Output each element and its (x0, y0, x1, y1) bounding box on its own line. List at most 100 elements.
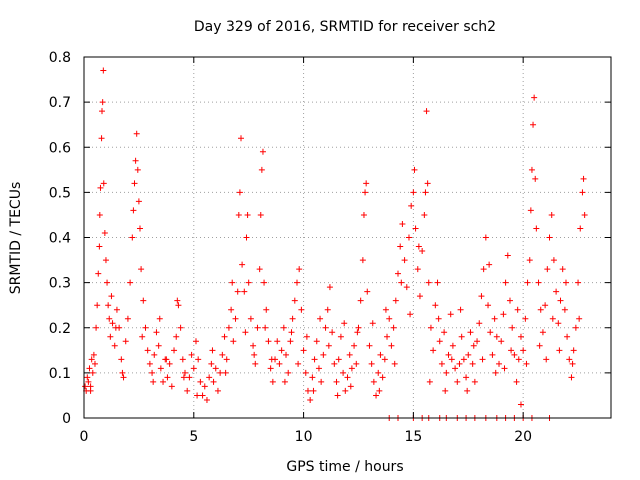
data-point (536, 342, 543, 349)
data-point (376, 387, 383, 394)
data-point (102, 257, 109, 264)
data-point (405, 234, 412, 241)
data-point (155, 342, 162, 349)
data-point (329, 329, 336, 336)
data-point (493, 333, 500, 340)
data-point (101, 229, 108, 236)
data-point (458, 333, 465, 340)
data-point (535, 279, 542, 286)
data-point (549, 315, 556, 322)
grid (84, 57, 611, 418)
data-point (580, 175, 587, 182)
data-point (318, 378, 325, 385)
data-point (447, 311, 454, 318)
data-point (188, 351, 195, 358)
data-point (265, 338, 272, 345)
data-point (435, 315, 442, 322)
data-point (234, 288, 241, 295)
data-point (222, 369, 229, 376)
data-point (276, 360, 283, 367)
data-point (353, 360, 360, 367)
data-point (581, 211, 588, 218)
data-point (410, 189, 417, 196)
data-point (223, 356, 230, 363)
data-point (267, 365, 274, 372)
data-point (86, 365, 93, 372)
data-point (262, 324, 269, 331)
y-tick-label: 0.4 (49, 231, 71, 247)
data-point (408, 202, 415, 209)
data-point (210, 378, 217, 385)
data-point (243, 234, 250, 241)
data-point (175, 302, 182, 309)
data-point (197, 378, 204, 385)
data-point (94, 302, 101, 309)
data-point (129, 234, 136, 241)
data-point (278, 347, 285, 354)
data-point (142, 324, 149, 331)
data-point (474, 338, 481, 345)
data-point (562, 279, 569, 286)
data-point (514, 306, 521, 313)
data-point (104, 279, 111, 286)
data-point (291, 297, 298, 304)
data-point (425, 279, 432, 286)
data-point (469, 360, 476, 367)
data-point (134, 166, 141, 173)
data-point (157, 365, 164, 372)
data-point (496, 360, 503, 367)
data-point (326, 284, 333, 291)
data-point (304, 387, 311, 394)
data-point (182, 369, 189, 376)
data-point (508, 347, 515, 354)
data-point (322, 324, 329, 331)
data-point (242, 329, 249, 336)
data-point (555, 320, 562, 327)
y-tick-label: 0.5 (49, 185, 71, 201)
data-point (442, 387, 449, 394)
data-point (132, 157, 139, 164)
data-point (320, 351, 327, 358)
data-point (88, 356, 95, 363)
data-point (109, 320, 116, 327)
data-point (90, 351, 97, 358)
data-point (229, 279, 236, 286)
data-point (341, 320, 348, 327)
data-point (111, 342, 118, 349)
data-point (480, 266, 487, 273)
data-point (139, 333, 146, 340)
data-point (84, 374, 91, 381)
data-point (173, 333, 180, 340)
data-point (363, 180, 370, 187)
data-point (221, 333, 228, 340)
x-tick-label: 5 (189, 429, 198, 445)
data-point (239, 261, 246, 268)
data-point (395, 270, 402, 277)
data-point (485, 302, 492, 309)
data-point (465, 351, 472, 358)
data-point (522, 315, 529, 322)
data-point (370, 378, 377, 385)
data-point (331, 360, 338, 367)
tick-labels: 0 5 10 15 20 0 0.1 0.2 0.3 0.4 0.5 0.6 0.7 0.8 (49, 50, 532, 445)
y-tick-label: 0.2 (49, 321, 71, 337)
data-point (568, 374, 575, 381)
data-point (100, 180, 107, 187)
data-point (244, 211, 251, 218)
data-point (398, 279, 405, 286)
data-point (359, 257, 366, 264)
data-point (369, 320, 376, 327)
data-point (364, 288, 371, 295)
data-point (537, 306, 544, 313)
data-point (448, 356, 455, 363)
x-tick-label: 15 (404, 429, 422, 445)
data-point (124, 315, 131, 322)
data-point (382, 306, 389, 313)
data-point (543, 356, 550, 363)
data-point (151, 351, 158, 358)
data-point (252, 360, 259, 367)
data-point (544, 266, 551, 273)
data-point (478, 293, 485, 300)
data-point (392, 297, 399, 304)
data-point (570, 347, 577, 354)
